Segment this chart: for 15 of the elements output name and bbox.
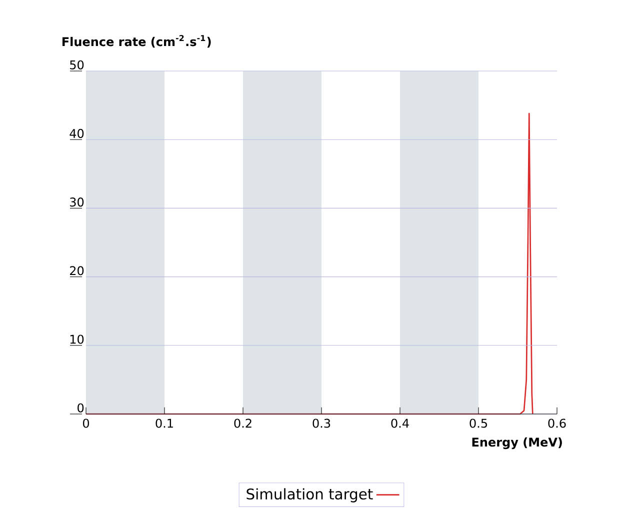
- x-tick-label: 0.3: [312, 418, 330, 428]
- y-tick-label: 10: [70, 334, 84, 344]
- x-tick-label: 0.4: [391, 418, 409, 428]
- y-tick-label: 40: [70, 128, 84, 138]
- y-tick-label: 20: [70, 266, 84, 276]
- x-tick-label: 0.2: [234, 418, 252, 428]
- y-tick-label: 30: [70, 198, 84, 207]
- y-tick-label: 0: [78, 403, 84, 412]
- x-tick-label: 0.1: [156, 418, 173, 428]
- legend-label: Simulation target: [246, 488, 373, 502]
- y-tick-label: 50: [70, 60, 84, 70]
- x-tick-label: 0.6: [548, 418, 566, 428]
- y-axis-title: Fluence rate (cm$^{-2}$.s$^{-1}$): [62, 35, 211, 48]
- x-tick-label: 0.5: [470, 418, 487, 428]
- x-axis-title: Energy (MeV): [472, 437, 562, 450]
